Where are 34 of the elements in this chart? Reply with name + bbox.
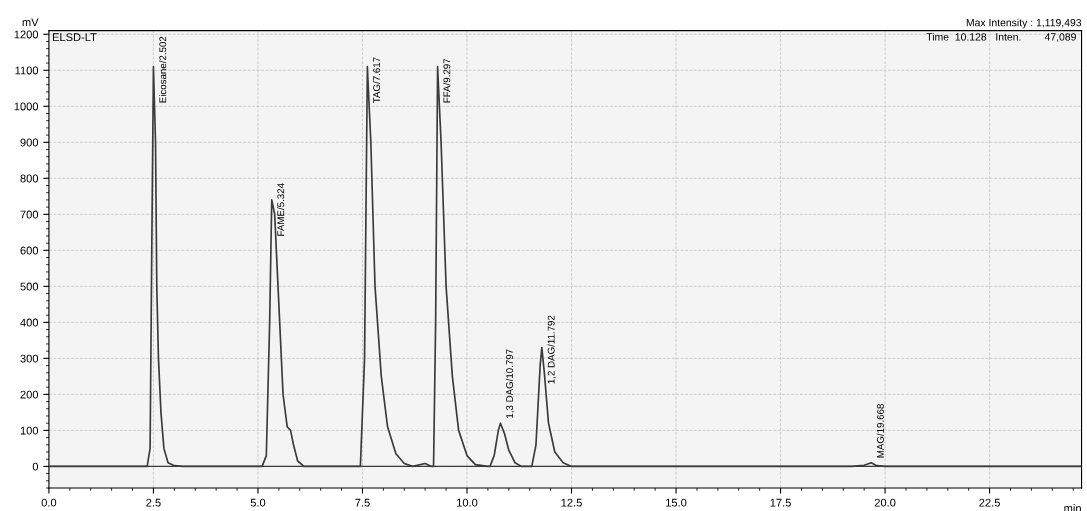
- annotation: FAME/5.324: [277, 183, 285, 236]
- y-tick-label: 300: [20, 354, 39, 363]
- x-tick-label: 2.5: [146, 498, 161, 507]
- x-tick-label: 20.0: [874, 498, 896, 507]
- annotation: Eicosane/2.502: [159, 36, 167, 103]
- y-tick-label: 600: [20, 246, 39, 255]
- y-tick-label: 700: [20, 210, 39, 219]
- x-tick-label: 5.0: [250, 498, 266, 507]
- x-tick-label: 15.0: [666, 498, 687, 507]
- annotation: 1,2 DAG/11.792: [547, 315, 556, 384]
- y-tick-label: 200: [20, 390, 39, 399]
- annotation: 1,3 DAG/10.797: [505, 349, 515, 418]
- y-tick-label: 1100: [15, 66, 39, 75]
- y-tick-label: 100: [20, 426, 39, 435]
- x-tick-label: 17.5: [770, 498, 791, 507]
- y-tick-label: 0: [32, 462, 39, 471]
- annotation: TAG/7.617: [372, 57, 381, 104]
- x-tick-label: 0.0: [41, 498, 57, 507]
- y-tick-label: 400: [20, 318, 39, 327]
- x-tick-label: 22.5: [979, 498, 1000, 507]
- y-tick-label: 800: [20, 174, 39, 183]
- y-tick-label: 900: [20, 138, 39, 147]
- annotation: MAG/19.668: [876, 404, 884, 458]
- y-axis-title: mV: [22, 18, 39, 27]
- annotation: FFA/9.297: [443, 58, 451, 103]
- annotation: Time 10.128 Inten. 47,089: [926, 32, 1076, 42]
- text: Max Intensity : 1,119,493: [966, 18, 1082, 29]
- x-tick-label: 7.5: [355, 498, 370, 507]
- chart-title: ELSD-LT: [52, 33, 97, 42]
- y-tick-label: 1000: [14, 102, 39, 111]
- y-tick-label: 1200: [14, 30, 39, 39]
- y-tick-label: 500: [20, 282, 39, 291]
- x-tick-label: 10.0: [457, 498, 478, 507]
- x-tick-label: 12.5: [561, 498, 582, 507]
